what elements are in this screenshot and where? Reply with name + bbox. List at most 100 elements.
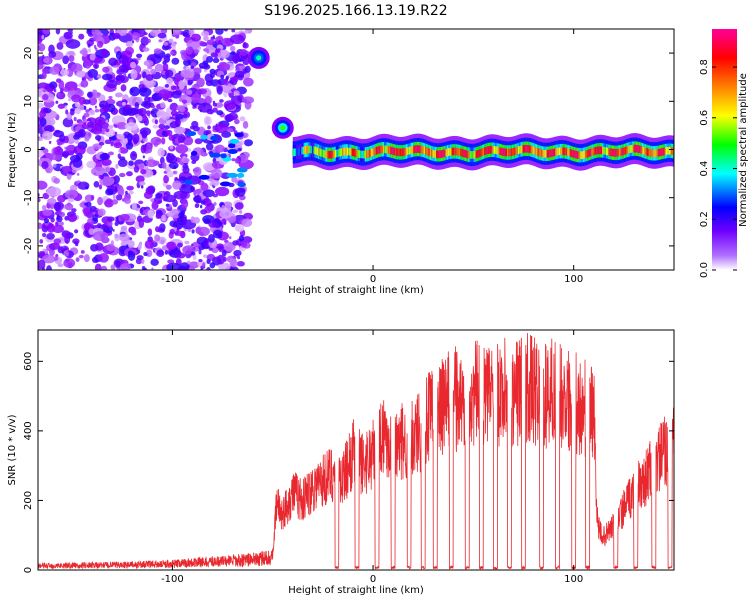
noise-speck xyxy=(165,203,170,207)
noise-speck xyxy=(242,212,254,221)
signal-band-segment xyxy=(457,147,460,156)
signal-band-segment xyxy=(411,145,414,154)
signal-band-segment xyxy=(468,150,471,159)
noise-hotspot xyxy=(198,174,210,180)
signal-band-segment xyxy=(366,150,369,159)
signal-band-segment xyxy=(528,145,531,153)
signal-band-segment xyxy=(574,150,577,159)
noise-speck xyxy=(216,85,223,95)
noise-speck xyxy=(52,224,64,234)
noise-speck xyxy=(181,99,188,104)
signal-band-segment xyxy=(448,148,450,156)
y-tick-label: 0 xyxy=(23,146,34,152)
signal-band-segment xyxy=(596,146,598,155)
signal-band-segment xyxy=(377,146,379,155)
noise-speck xyxy=(87,48,92,53)
noise-speck xyxy=(127,250,133,255)
noise-speck xyxy=(38,198,41,203)
signal-band-segment xyxy=(511,148,514,156)
signal-band-segment xyxy=(338,148,341,157)
signal-band-segment xyxy=(538,148,541,157)
signal-band-segment xyxy=(544,149,547,158)
noise-speck xyxy=(199,204,203,209)
noise-speck xyxy=(202,215,215,224)
noise-speck xyxy=(210,175,215,180)
noise-speck xyxy=(147,228,153,236)
spectrogram-y-label: Frequency (Hz) xyxy=(7,112,18,188)
noise-speck xyxy=(237,148,242,152)
noise-speck xyxy=(146,110,151,117)
noise-speck xyxy=(86,160,97,169)
signal-band-segment xyxy=(657,149,660,157)
signal-band-segment xyxy=(421,145,424,154)
noise-speck xyxy=(87,217,94,225)
noise-speck xyxy=(38,149,44,158)
noise-speck xyxy=(145,159,158,168)
y-tick-label: -20 xyxy=(23,238,34,254)
signal-band-segment xyxy=(632,144,635,153)
noise-speck xyxy=(200,209,207,215)
noise-speck xyxy=(206,56,214,63)
signal-band-segment xyxy=(315,146,318,155)
noise-speck xyxy=(209,68,216,75)
noise-speck xyxy=(217,40,222,46)
noise-speck xyxy=(203,254,208,258)
signal-band-segment xyxy=(446,148,449,157)
signal-band-segment xyxy=(461,148,464,157)
noise-speck xyxy=(227,216,237,224)
noise-speck xyxy=(38,43,46,52)
noise-speck xyxy=(243,77,254,87)
noise-speck xyxy=(215,29,224,35)
noise-speck xyxy=(155,213,162,219)
signal-band-segment xyxy=(296,148,299,156)
noise-speck xyxy=(202,189,215,198)
signal-band-segment xyxy=(319,148,322,157)
signal-band-segment xyxy=(352,148,355,157)
signal-band-segment xyxy=(619,148,621,157)
noise-speck xyxy=(145,74,154,81)
signal-band-segment xyxy=(410,146,413,154)
signal-band-segment xyxy=(599,146,602,155)
noise-speck xyxy=(89,53,96,61)
signal-band-segment xyxy=(523,144,526,153)
noise-speck xyxy=(114,221,119,227)
noise-speck xyxy=(241,218,253,228)
signal-band-segment xyxy=(638,145,641,153)
noise-speck xyxy=(234,202,244,210)
noise-speck xyxy=(150,68,157,75)
signal-band-segment xyxy=(404,147,407,156)
noise-speck xyxy=(135,207,140,212)
signal-band-segment xyxy=(585,150,588,159)
noise-speck xyxy=(104,166,111,173)
noise-speck xyxy=(131,202,137,211)
noise-speck xyxy=(169,121,180,129)
signal-band-segment xyxy=(375,146,378,155)
noise-speck xyxy=(198,258,203,263)
snr-series-line xyxy=(38,332,674,570)
signal-band-segment xyxy=(348,147,350,156)
noise-speck xyxy=(102,66,110,73)
signal-band-segment xyxy=(573,150,576,158)
noise-speck xyxy=(56,42,64,50)
noise-speck xyxy=(141,259,145,265)
noise-speck xyxy=(41,68,50,74)
signal-band-segment xyxy=(431,149,434,158)
noise-speck xyxy=(230,51,236,55)
noise-speck xyxy=(66,67,74,78)
signal-band-segment xyxy=(647,148,650,157)
noise-speck xyxy=(165,77,174,85)
signal-band-segment xyxy=(670,146,673,155)
noise-speck xyxy=(57,103,65,109)
signal-band-segment xyxy=(360,150,363,159)
signal-band-segment xyxy=(306,145,308,154)
signal-band-segment xyxy=(534,147,537,155)
noise-speck xyxy=(115,194,123,201)
signal-band-segment xyxy=(540,149,543,158)
noise-speck xyxy=(233,90,240,96)
noise-speck xyxy=(240,240,248,248)
noise-speck xyxy=(171,90,182,99)
signal-band-segment xyxy=(495,146,497,154)
noise-speck xyxy=(166,170,174,178)
noise-speck xyxy=(139,87,152,97)
signal-band-segment xyxy=(295,148,298,157)
